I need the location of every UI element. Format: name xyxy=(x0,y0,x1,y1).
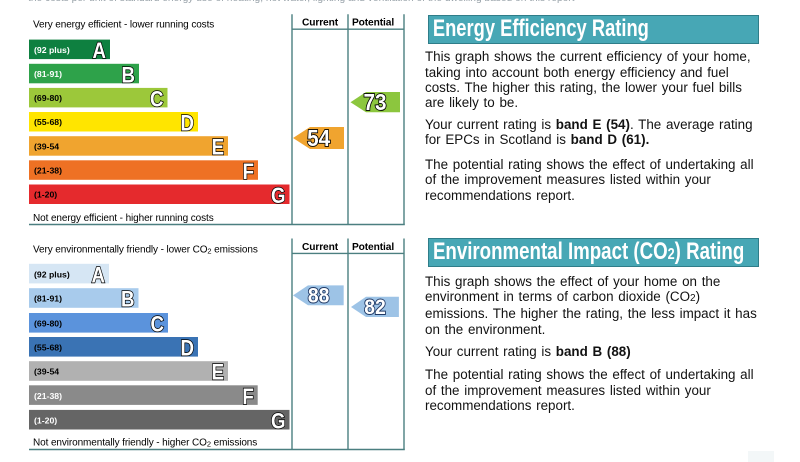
svg-text:C: C xyxy=(150,87,164,112)
svg-text:G: G xyxy=(271,409,286,434)
svg-text:(55-68): (55-68) xyxy=(34,117,62,127)
svg-text:A: A xyxy=(93,39,107,64)
svg-text:(81-91): (81-91) xyxy=(34,69,62,79)
svg-text:Potential: Potential xyxy=(352,17,394,28)
svg-text:82: 82 xyxy=(364,295,386,319)
svg-text:(69-80): (69-80) xyxy=(34,93,62,103)
svg-text:(81-91): (81-91) xyxy=(34,294,62,304)
svg-text:Not environmentally friendly -: Not environmentally friendly - higher CO… xyxy=(33,437,257,448)
svg-text:(69-80): (69-80) xyxy=(34,319,62,329)
svg-text:A: A xyxy=(92,263,106,288)
svg-text:B: B xyxy=(122,63,135,88)
svg-text:(21-38): (21-38) xyxy=(34,391,62,401)
svg-text:F: F xyxy=(242,384,253,409)
svg-text:(39-54: (39-54 xyxy=(34,141,59,151)
svg-text:(92 plus): (92 plus) xyxy=(34,269,70,279)
svg-text:G: G xyxy=(271,183,286,208)
svg-text:Very energy efficient - lower: Very energy efficient - lower running co… xyxy=(33,20,214,31)
svg-text:(39-54: (39-54 xyxy=(34,367,59,377)
svg-text:D: D xyxy=(180,336,194,361)
svg-text:F: F xyxy=(243,159,254,184)
svg-text:(1-20): (1-20) xyxy=(34,415,57,425)
svg-text:Current: Current xyxy=(302,17,339,28)
svg-text:Very environmentally friendly: Very environmentally friendly - lower CO… xyxy=(33,245,258,256)
svg-text:Potential: Potential xyxy=(352,242,394,253)
svg-text:E: E xyxy=(212,360,224,385)
svg-text:(21-38): (21-38) xyxy=(34,166,62,176)
svg-text:(92 plus): (92 plus) xyxy=(34,45,70,55)
svg-text:B: B xyxy=(121,287,134,312)
svg-text:(1-20): (1-20) xyxy=(34,190,57,200)
svg-text:E: E xyxy=(212,135,224,160)
svg-text:88: 88 xyxy=(308,283,330,307)
svg-text:54: 54 xyxy=(307,125,331,151)
svg-text:D: D xyxy=(180,111,194,136)
svg-text:73: 73 xyxy=(364,89,387,115)
svg-text:Current: Current xyxy=(302,242,339,253)
svg-text:C: C xyxy=(151,312,165,337)
svg-text:(55-68): (55-68) xyxy=(34,343,62,353)
svg-text:Not energy efficient - higher: Not energy efficient - higher running co… xyxy=(33,213,214,224)
